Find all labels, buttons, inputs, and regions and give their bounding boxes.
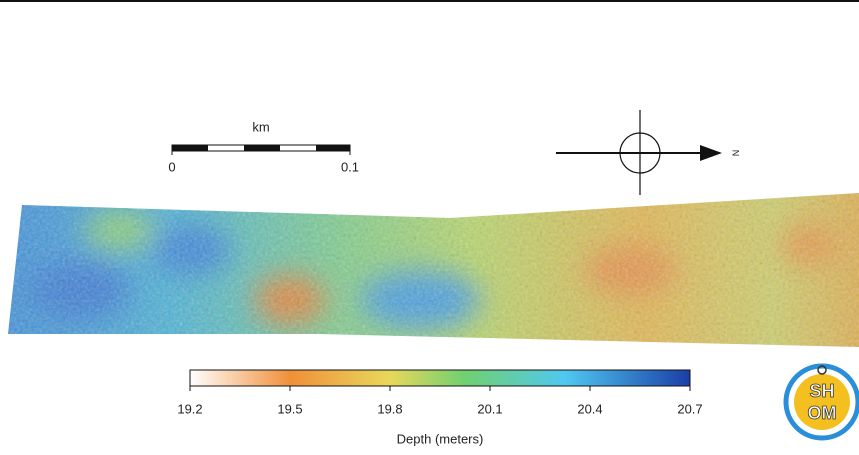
colorbar-tick-label: 20.4	[577, 401, 602, 416]
colorbar-tick-label: 19.8	[377, 401, 402, 416]
colorbar-tick-label: 20.1	[477, 401, 502, 416]
north-arrow	[556, 110, 722, 195]
scale-tick-label: 0	[168, 159, 175, 174]
bathymetry-strip	[0, 185, 859, 355]
colorbar-tick-label: 19.2	[177, 401, 202, 416]
logo-bottom: OM	[808, 403, 837, 423]
scale-unit: km	[252, 119, 269, 134]
north-label: N	[731, 150, 741, 157]
scale-tick-label: 0.1	[341, 159, 359, 174]
scale-bar	[172, 145, 350, 151]
top-border	[0, 0, 859, 2]
colorbar	[190, 370, 690, 386]
map-figure: km N Depth (meters) SH OM 0 0.1 19.2 19.5 19…	[0, 0, 859, 455]
logo: SH OM	[786, 366, 858, 438]
logo-top: SH	[809, 381, 834, 401]
colorbar-title: Depth (meters)	[397, 431, 484, 446]
colorbar-tick-label: 20.7	[677, 401, 702, 416]
colorbar-tick-label: 19.5	[277, 401, 302, 416]
